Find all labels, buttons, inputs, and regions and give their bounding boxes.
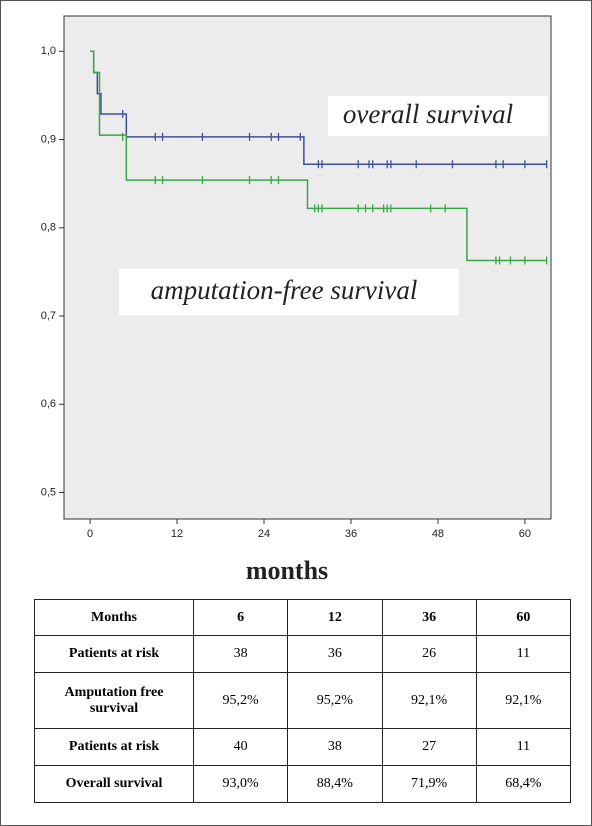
x-tick-label: 0 (87, 528, 93, 540)
plot-area (63, 15, 552, 520)
table-cell: 38 (287, 728, 383, 766)
table-cell: 26 (381, 635, 477, 673)
table-cell: Months (34, 599, 194, 636)
table-row: Overall survival 93,0% 88,4% 71,9% 68,4% (34, 765, 572, 803)
x-tick-label: 48 (432, 528, 444, 540)
table-cell: 11 (475, 728, 572, 766)
x-tick-label: 12 (171, 528, 183, 540)
survival-curve (90, 50, 547, 262)
annotation: overall survival (343, 99, 513, 129)
table-row: Months 6 12 36 60 (34, 599, 572, 636)
table-cell: 6 (192, 599, 289, 636)
table-row: Amputation free survival 95,2% 95,2% 92,1% 9… (34, 672, 572, 729)
table-cell: 40 (192, 728, 289, 766)
table-cell: 92,1% (381, 672, 477, 729)
annotation-box (328, 96, 548, 136)
table-cell: 92,1% (475, 672, 572, 729)
y-tick-label: 0,8 (41, 222, 56, 234)
y-tick-label: 0,9 (41, 133, 56, 145)
risk-table: Months 6 12 36 60 Patients at risk 38 36 26 11 Amp… (34, 599, 572, 803)
y-tick-label: 0,6 (41, 398, 56, 410)
table-row: Patients at risk 38 36 26 11 (34, 635, 572, 673)
x-tick-label: 24 (258, 528, 270, 540)
table-cell: Overall survival (34, 765, 194, 803)
table-cell: 38 (192, 635, 289, 673)
table-cell: 12 (287, 599, 383, 636)
table-cell: 93,0% (192, 765, 289, 803)
chart: overall survival amputation-free surviva… (41, 15, 552, 585)
x-tick-label: 36 (345, 528, 357, 540)
table-cell: Patients at risk (34, 728, 194, 766)
table-cell: 68,4% (475, 765, 572, 803)
table-cell: Amputation free survival (34, 672, 194, 729)
table-cell: 95,2% (287, 672, 383, 729)
x-tick-label: 60 (519, 528, 531, 540)
table-cell: Patients at risk (34, 635, 194, 673)
table-cell: 71,9% (381, 765, 477, 803)
y-tick-label: 0,5 (41, 486, 56, 498)
table-cell: 11 (475, 635, 572, 673)
y-tick-label: 1,0 (41, 45, 56, 57)
annotation: amputation-free survival (151, 275, 418, 305)
table-cell: 88,4% (287, 765, 383, 803)
table-cell: 36 (287, 635, 383, 673)
table-cell: 60 (475, 599, 572, 636)
x-axis-label: months (246, 556, 328, 585)
table-cell: 27 (381, 728, 477, 766)
y-tick-label: 0,7 (41, 310, 56, 322)
table-row: Patients at risk 40 38 27 11 (34, 728, 572, 766)
table-cell: 36 (381, 599, 477, 636)
table-cell: 95,2% (192, 672, 289, 729)
annotation-box (119, 269, 459, 315)
